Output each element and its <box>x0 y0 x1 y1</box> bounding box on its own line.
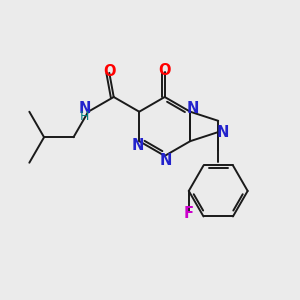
Text: H: H <box>80 110 89 123</box>
Text: N: N <box>186 101 199 116</box>
Text: N: N <box>79 101 91 116</box>
Text: N: N <box>160 153 172 168</box>
Text: N: N <box>132 138 144 153</box>
Text: O: O <box>103 64 116 79</box>
Text: F: F <box>184 206 194 221</box>
Text: O: O <box>158 63 171 78</box>
Text: N: N <box>217 124 229 140</box>
